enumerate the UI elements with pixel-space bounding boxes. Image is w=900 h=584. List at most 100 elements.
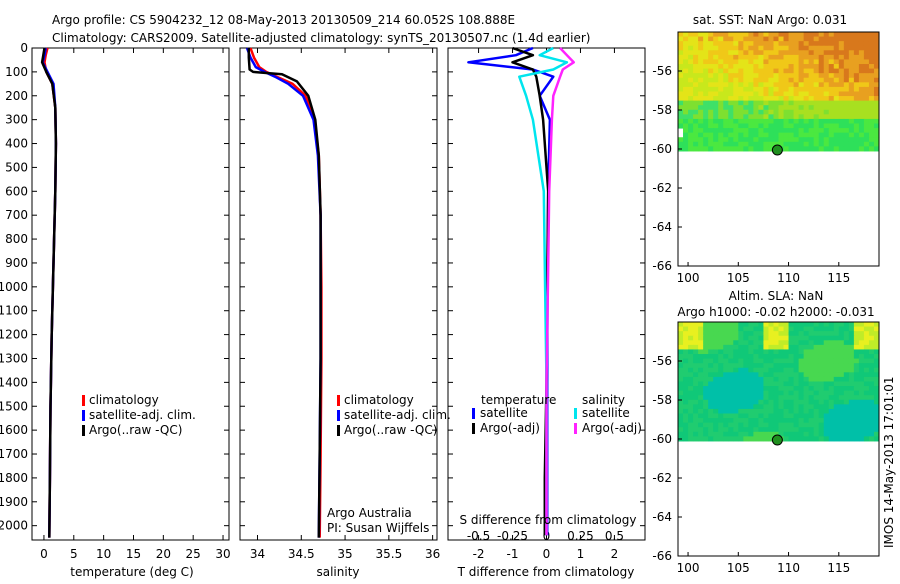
map-cell [778,41,785,47]
map-cell [683,344,689,350]
map-cell [798,372,805,378]
map-cell [853,376,860,382]
map-cell [868,45,875,51]
map-cell [768,59,774,65]
map-cell [728,404,734,410]
map-cell [718,408,724,415]
difference-x-axis: -2 -1 0 1 2-0.5 -0.25 0 0.25 0.5 [467,48,624,561]
map-cell [693,335,699,341]
map-cell [748,73,754,79]
map-cell [753,390,759,396]
map-cell [838,105,845,111]
map-cell [873,36,880,42]
map-cell [808,363,815,369]
t-difference-label: T difference from climatology [457,565,635,579]
map-cell [788,77,795,83]
map-cell [708,91,714,97]
map-cell [803,91,810,97]
map-cell [713,132,719,138]
map-cell [703,32,709,38]
map-cell [823,399,830,405]
map-cell [678,105,684,111]
map-cell [823,91,830,97]
map-cell [798,82,805,88]
map-cell [683,381,689,387]
map-cell [708,349,714,355]
map-cell [763,32,769,38]
map-cell [763,54,769,60]
map-cell [823,376,830,382]
map-cell [688,77,694,83]
map-cell [708,363,714,369]
map-cell [758,82,764,88]
map-cell [848,390,855,396]
map-cell [818,340,825,346]
map-cell [773,363,780,369]
map-cell [783,36,790,42]
map-cell [678,408,684,415]
map-cell [723,64,729,70]
map-cell [833,32,840,38]
map-cell [748,105,754,111]
map-cell [848,91,855,97]
map-cell [773,32,780,38]
map-cell [738,100,744,106]
map-cell [813,146,820,152]
map-cell [683,118,689,125]
map-cell [713,422,719,428]
map-cell [758,41,764,47]
map-cell [748,335,754,341]
map-cell [803,137,810,143]
map-cell [843,431,850,437]
map-cell [873,326,880,332]
map-cell [843,114,850,120]
map-cell [723,418,729,424]
map-cell [703,413,709,419]
map-cell [723,123,729,129]
map-cell [763,109,769,115]
map-cell [718,118,724,125]
map-cell [848,358,855,364]
map-cell [823,146,830,152]
map-cell [863,344,870,350]
map-cell [798,109,805,115]
map-cell [798,427,805,433]
legend-label-sal-0: climatology [344,393,414,407]
map-cell [848,132,855,138]
map-cell [848,41,855,47]
map-cell [793,114,800,120]
map-cell [708,404,714,410]
map-cell [768,141,774,147]
map-cell [853,141,860,147]
map-cell [803,59,810,65]
map-cell [848,399,855,405]
map-cell [778,64,785,70]
map-cell [708,100,714,106]
map-cell [868,436,875,442]
map-cell [678,100,684,106]
map-cell [763,114,769,120]
map-cell [728,367,734,373]
map-cell [773,390,780,396]
map-cell [763,422,769,428]
map-cell [733,68,739,74]
map-cell [763,118,769,125]
map-cell [788,335,795,341]
map-cell [848,436,855,442]
map-cell [738,45,744,51]
map-cell [808,59,815,65]
map-cell [728,41,734,47]
map-cell [758,349,764,355]
map-cell [798,132,805,138]
map-cell [743,363,749,369]
map-cell [803,436,810,442]
map-cell [683,137,689,143]
map-cell [848,395,855,401]
map-cell [808,45,815,51]
map-cell [858,331,865,337]
map-cell [728,105,734,111]
map-cell [753,91,759,97]
map-cell [733,340,739,346]
map-cell [838,118,845,125]
map-cell [703,349,709,355]
